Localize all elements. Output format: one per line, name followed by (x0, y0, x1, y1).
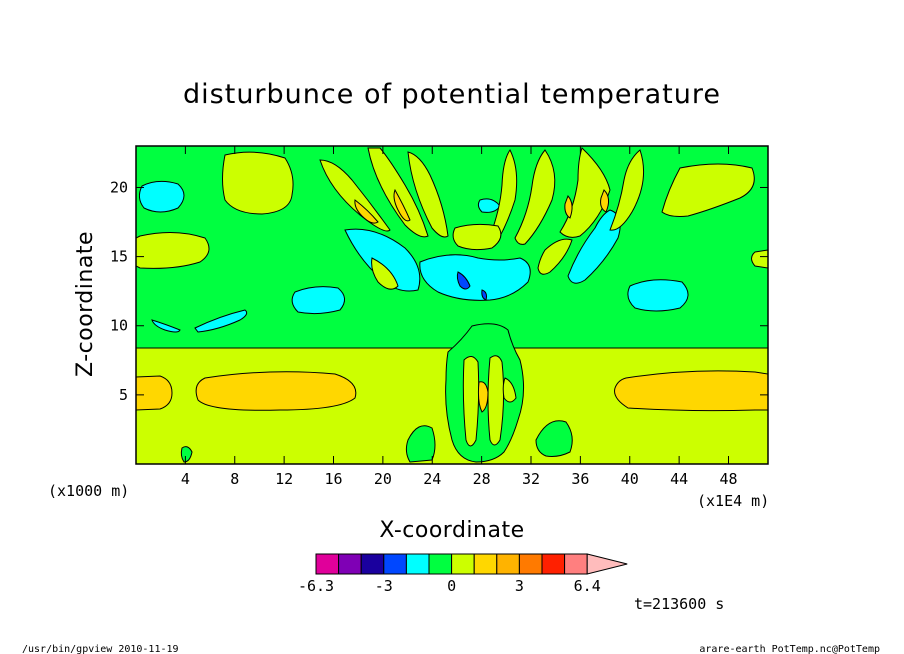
colorbar-swatch (451, 553, 475, 575)
y-axis-ticks: 5 10 15 20 (110, 178, 768, 404)
x-tick-label: 40 (621, 470, 639, 488)
orange-inner-r2 (600, 189, 610, 213)
colorbar-swatch (518, 553, 543, 575)
yellow-streak-2 (487, 355, 505, 446)
colorbar-label: 0 (447, 577, 456, 595)
yellow-arc-l2 (367, 147, 429, 238)
yellow-arc-r2 (514, 149, 556, 245)
x-tick-label: 8 (230, 470, 239, 488)
x-tick-label: 28 (473, 470, 491, 488)
yellow-blob-ul (222, 151, 294, 215)
colorbar-swatch (428, 553, 453, 575)
y-axis-units: (x1000 m) (48, 482, 129, 500)
chart-title: disturbunce of potential temperature (183, 79, 721, 110)
x-tick-label: 44 (670, 470, 688, 488)
time-label: t=213600 s (634, 595, 724, 613)
plot-frame (135, 145, 769, 465)
y-tick-label: 20 (110, 178, 128, 196)
x-tick-label: 12 (275, 470, 293, 488)
colorbar-swatch (338, 553, 362, 575)
colorbar-label: -6.3 (298, 577, 334, 595)
yellow-arc-l4 (371, 257, 399, 290)
colorbar-swatch (405, 553, 430, 575)
footer-right: arare-earth_PotTemp.nc@PotTemp (699, 644, 880, 654)
cyan-wing-right (567, 209, 621, 284)
yellow-arc-r4 (609, 149, 645, 231)
footer-left: /usr/bin/gpview 2010-11-19 (22, 644, 179, 654)
cyan-streak-ll (151, 319, 181, 333)
blue-core-2 (481, 289, 487, 301)
x-tick-label: 24 (423, 470, 441, 488)
yellow-blob-r (751, 249, 769, 269)
orange-lens-left (195, 371, 357, 411)
x-tick-label: 4 (181, 470, 190, 488)
colorbar-swatch (315, 553, 340, 575)
orange-lens-right (614, 370, 769, 412)
colorbar-labels: -6.3 -3 0 3 6.4 (298, 577, 601, 595)
x-tick-label: 48 (719, 470, 737, 488)
x-tick-label: 16 (324, 470, 342, 488)
contour-field (135, 146, 769, 464)
cyan-blob-ul (138, 180, 185, 213)
colorbar-swatch (496, 553, 520, 575)
orange-inner-l (354, 199, 379, 224)
cyan-blob-l (291, 286, 345, 315)
green-blob-b3 (180, 446, 193, 463)
yellow-streak-3 (502, 377, 517, 403)
x-tick-label: 20 (374, 470, 392, 488)
yellow-cap (452, 223, 502, 251)
colorbar-label: -3 (375, 577, 393, 595)
yellow-blob-ur (661, 163, 755, 217)
cyan-blob-r (627, 279, 689, 312)
cyan-top-core (477, 198, 501, 213)
cyan-core (419, 254, 531, 301)
orange-lens-left-edge (135, 375, 173, 411)
yellow-arc-r1 (559, 147, 611, 238)
yellow-arc-r5 (537, 238, 573, 275)
colorbar-label: 6.4 (574, 577, 601, 595)
yellow-blob-l (135, 231, 210, 269)
blue-core-1 (456, 271, 471, 290)
x-axis-units: (x1E4 m) (697, 492, 769, 510)
y-tick-label: 15 (110, 248, 128, 266)
yellow-arc-l1 (319, 159, 391, 232)
y-axis-label: Z-coordinate (73, 231, 98, 377)
cyan-wing-left (344, 228, 421, 292)
orange-inner-r (564, 195, 573, 219)
colorbar-arrow (586, 553, 628, 575)
colorbar-swatch (541, 553, 566, 575)
colorbar (315, 553, 628, 575)
y-tick-label: 5 (119, 386, 128, 404)
colorbar-swatch (360, 553, 385, 575)
green-blob-b1 (405, 425, 436, 463)
orange-inner-l2 (393, 188, 411, 222)
colorbar-swatch (473, 553, 498, 575)
x-tick-label: 32 (522, 470, 540, 488)
cyan-streak-l (194, 309, 248, 333)
colorbar-label: 3 (515, 577, 524, 595)
colorbar-swatch (383, 553, 407, 575)
colorbar-swatch (564, 553, 588, 575)
x-tick-label: 36 (571, 470, 589, 488)
y-tick-label: 10 (110, 317, 128, 335)
x-axis-label: X-coordinate (379, 518, 524, 543)
green-blob-b2 (535, 420, 573, 457)
yellow-streak-1 (462, 356, 480, 447)
yellow-arc-l3 (407, 151, 449, 238)
x-axis-ticks: 4 8 12 16 20 24 28 32 36 40 44 48 (181, 146, 738, 488)
orange-streak (477, 381, 489, 413)
